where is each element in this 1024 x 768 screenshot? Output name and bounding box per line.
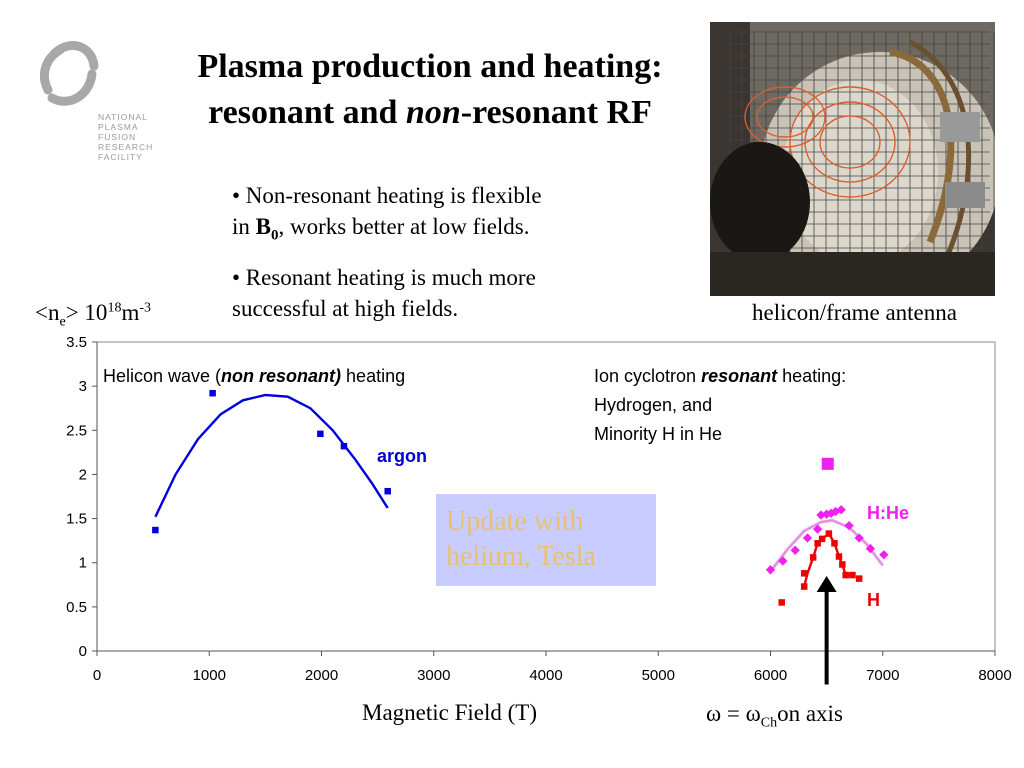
point-h xyxy=(800,583,808,590)
point-h xyxy=(849,571,856,579)
title-line-2: resonant and non-resonant RF xyxy=(140,90,720,136)
point-argon xyxy=(384,487,391,495)
annotation-ion-2: Hydrogen, and xyxy=(594,395,712,415)
omega-label: ω = ωChon axis xyxy=(706,701,843,732)
point-h xyxy=(800,570,808,577)
unit-text: > 10 xyxy=(65,300,108,325)
point-h xyxy=(831,540,838,547)
bullet-text: , works better at low fields. xyxy=(278,214,530,239)
x-tick-label: 5000 xyxy=(642,667,675,684)
series-label-hhe: H:He xyxy=(867,503,909,523)
photo-caption: helicon/frame antenna xyxy=(752,300,957,325)
point-argon xyxy=(340,442,348,450)
x-axis-label: Magnetic Field (T) xyxy=(362,700,538,725)
point-h xyxy=(842,571,849,579)
update-line-1: Update with xyxy=(446,506,584,537)
logo-line: FUSION xyxy=(98,132,137,142)
unit-sup: -3 xyxy=(139,300,151,316)
point-h xyxy=(855,575,863,582)
point-h xyxy=(814,540,821,547)
point-h xyxy=(778,599,785,606)
series-label-h: H xyxy=(867,590,880,610)
annotation-ion-1: Ion cyclotron resonant heating: xyxy=(594,366,846,386)
annotation-text: heating xyxy=(341,366,405,386)
logo-line: RESEARCH xyxy=(98,142,154,152)
point-argon xyxy=(152,526,159,534)
logo-text: NATIONAL PLASMA FUSION RESEARCH FACILITY xyxy=(98,112,168,162)
resonance-arrow-head xyxy=(816,575,837,592)
point-h xyxy=(809,554,817,561)
bullet-text: • Non-resonant heating is flexible xyxy=(232,183,542,208)
bullet-text: • Resonant heating is much more xyxy=(232,264,536,290)
y-tick-label: 1.5 xyxy=(66,511,87,528)
y-tick-label: 3.5 xyxy=(66,334,87,351)
npf-logo-icon xyxy=(40,41,99,106)
title-line-1: Plasma production and heating: xyxy=(197,48,663,85)
x-tick-label: 2000 xyxy=(305,667,338,684)
point-argon xyxy=(209,389,216,397)
annotation-emph: resonant xyxy=(701,366,778,386)
point-h xyxy=(825,530,833,537)
y-axis-unit: <ne> 1018m-3 xyxy=(35,300,151,331)
y-tick-label: 0 xyxy=(79,643,87,660)
x-tick-label: 8000 xyxy=(978,667,1011,684)
bullet-2: • Resonant heating is much more successfu… xyxy=(232,262,652,324)
bullet-text: in xyxy=(232,214,256,239)
bullet-1: • Non-resonant heating is flexible in B0,… xyxy=(232,180,652,252)
annotation-emph: non resonant) xyxy=(221,366,341,386)
annotation-text: heating: xyxy=(777,366,846,386)
bullet-list: • Non-resonant heating is flexible in B0,… xyxy=(232,180,652,334)
omega-text: ω = ω xyxy=(706,701,761,726)
fit-line-argon xyxy=(154,393,389,518)
point-h xyxy=(818,535,826,543)
x-tick-label: 1000 xyxy=(193,667,226,684)
logo-line: PLASMA xyxy=(98,122,139,132)
y-tick-label: 0.5 xyxy=(66,599,87,616)
x-tick-label: 4000 xyxy=(529,667,562,684)
x-tick-label: 3000 xyxy=(417,667,450,684)
page-title: Plasma production and heating: resonant … xyxy=(140,44,720,136)
x-tick-label: 0 xyxy=(93,667,101,684)
annotation-text: Helicon wave ( xyxy=(103,366,221,386)
x-tick-label: 7000 xyxy=(866,667,899,684)
antenna-photo xyxy=(710,22,995,296)
logo-line: FACILITY xyxy=(98,152,143,162)
bullet-sub: 0 xyxy=(270,227,279,244)
bullet-bold: B xyxy=(255,214,271,239)
y-tick-label: 2.5 xyxy=(66,422,87,439)
title-text: resonant and xyxy=(208,94,406,131)
title-text: -resonant RF xyxy=(460,94,652,131)
unit-sub: e xyxy=(59,314,66,330)
unit-sup: 18 xyxy=(107,300,122,316)
point-hhe-large xyxy=(821,457,834,470)
point-hhe xyxy=(879,550,889,560)
unit-text: <n xyxy=(35,300,60,325)
point-h xyxy=(839,561,846,568)
omega-text: on axis xyxy=(777,701,843,726)
omega-sub: Ch xyxy=(760,715,778,731)
fit-line-hhe-halo xyxy=(769,518,885,573)
y-tick-label: 1 xyxy=(79,555,87,572)
update-note: Update with helium, Tesla xyxy=(436,494,656,586)
update-line-2: helium, Tesla xyxy=(446,541,596,572)
title-italic: non xyxy=(405,94,461,131)
point-h xyxy=(835,553,843,560)
annotation-helicon: Helicon wave (non resonant) heating xyxy=(103,366,405,386)
y-tick-label: 2 xyxy=(79,466,87,483)
point-hhe xyxy=(802,533,813,543)
logo-line: NATIONAL xyxy=(98,112,148,122)
bullet-text: successful at high fields. xyxy=(232,295,459,321)
annotation-ion-3: Minority H in He xyxy=(594,424,722,444)
point-hhe xyxy=(790,545,800,556)
fit-line-hhe xyxy=(769,519,884,573)
series-label-argon: argon xyxy=(377,446,427,466)
point-argon xyxy=(317,430,324,438)
x-tick-label: 6000 xyxy=(754,667,787,684)
y-tick-label: 3 xyxy=(79,378,87,395)
annotation-text: Ion cyclotron xyxy=(594,366,701,386)
unit-text: m xyxy=(121,300,140,325)
